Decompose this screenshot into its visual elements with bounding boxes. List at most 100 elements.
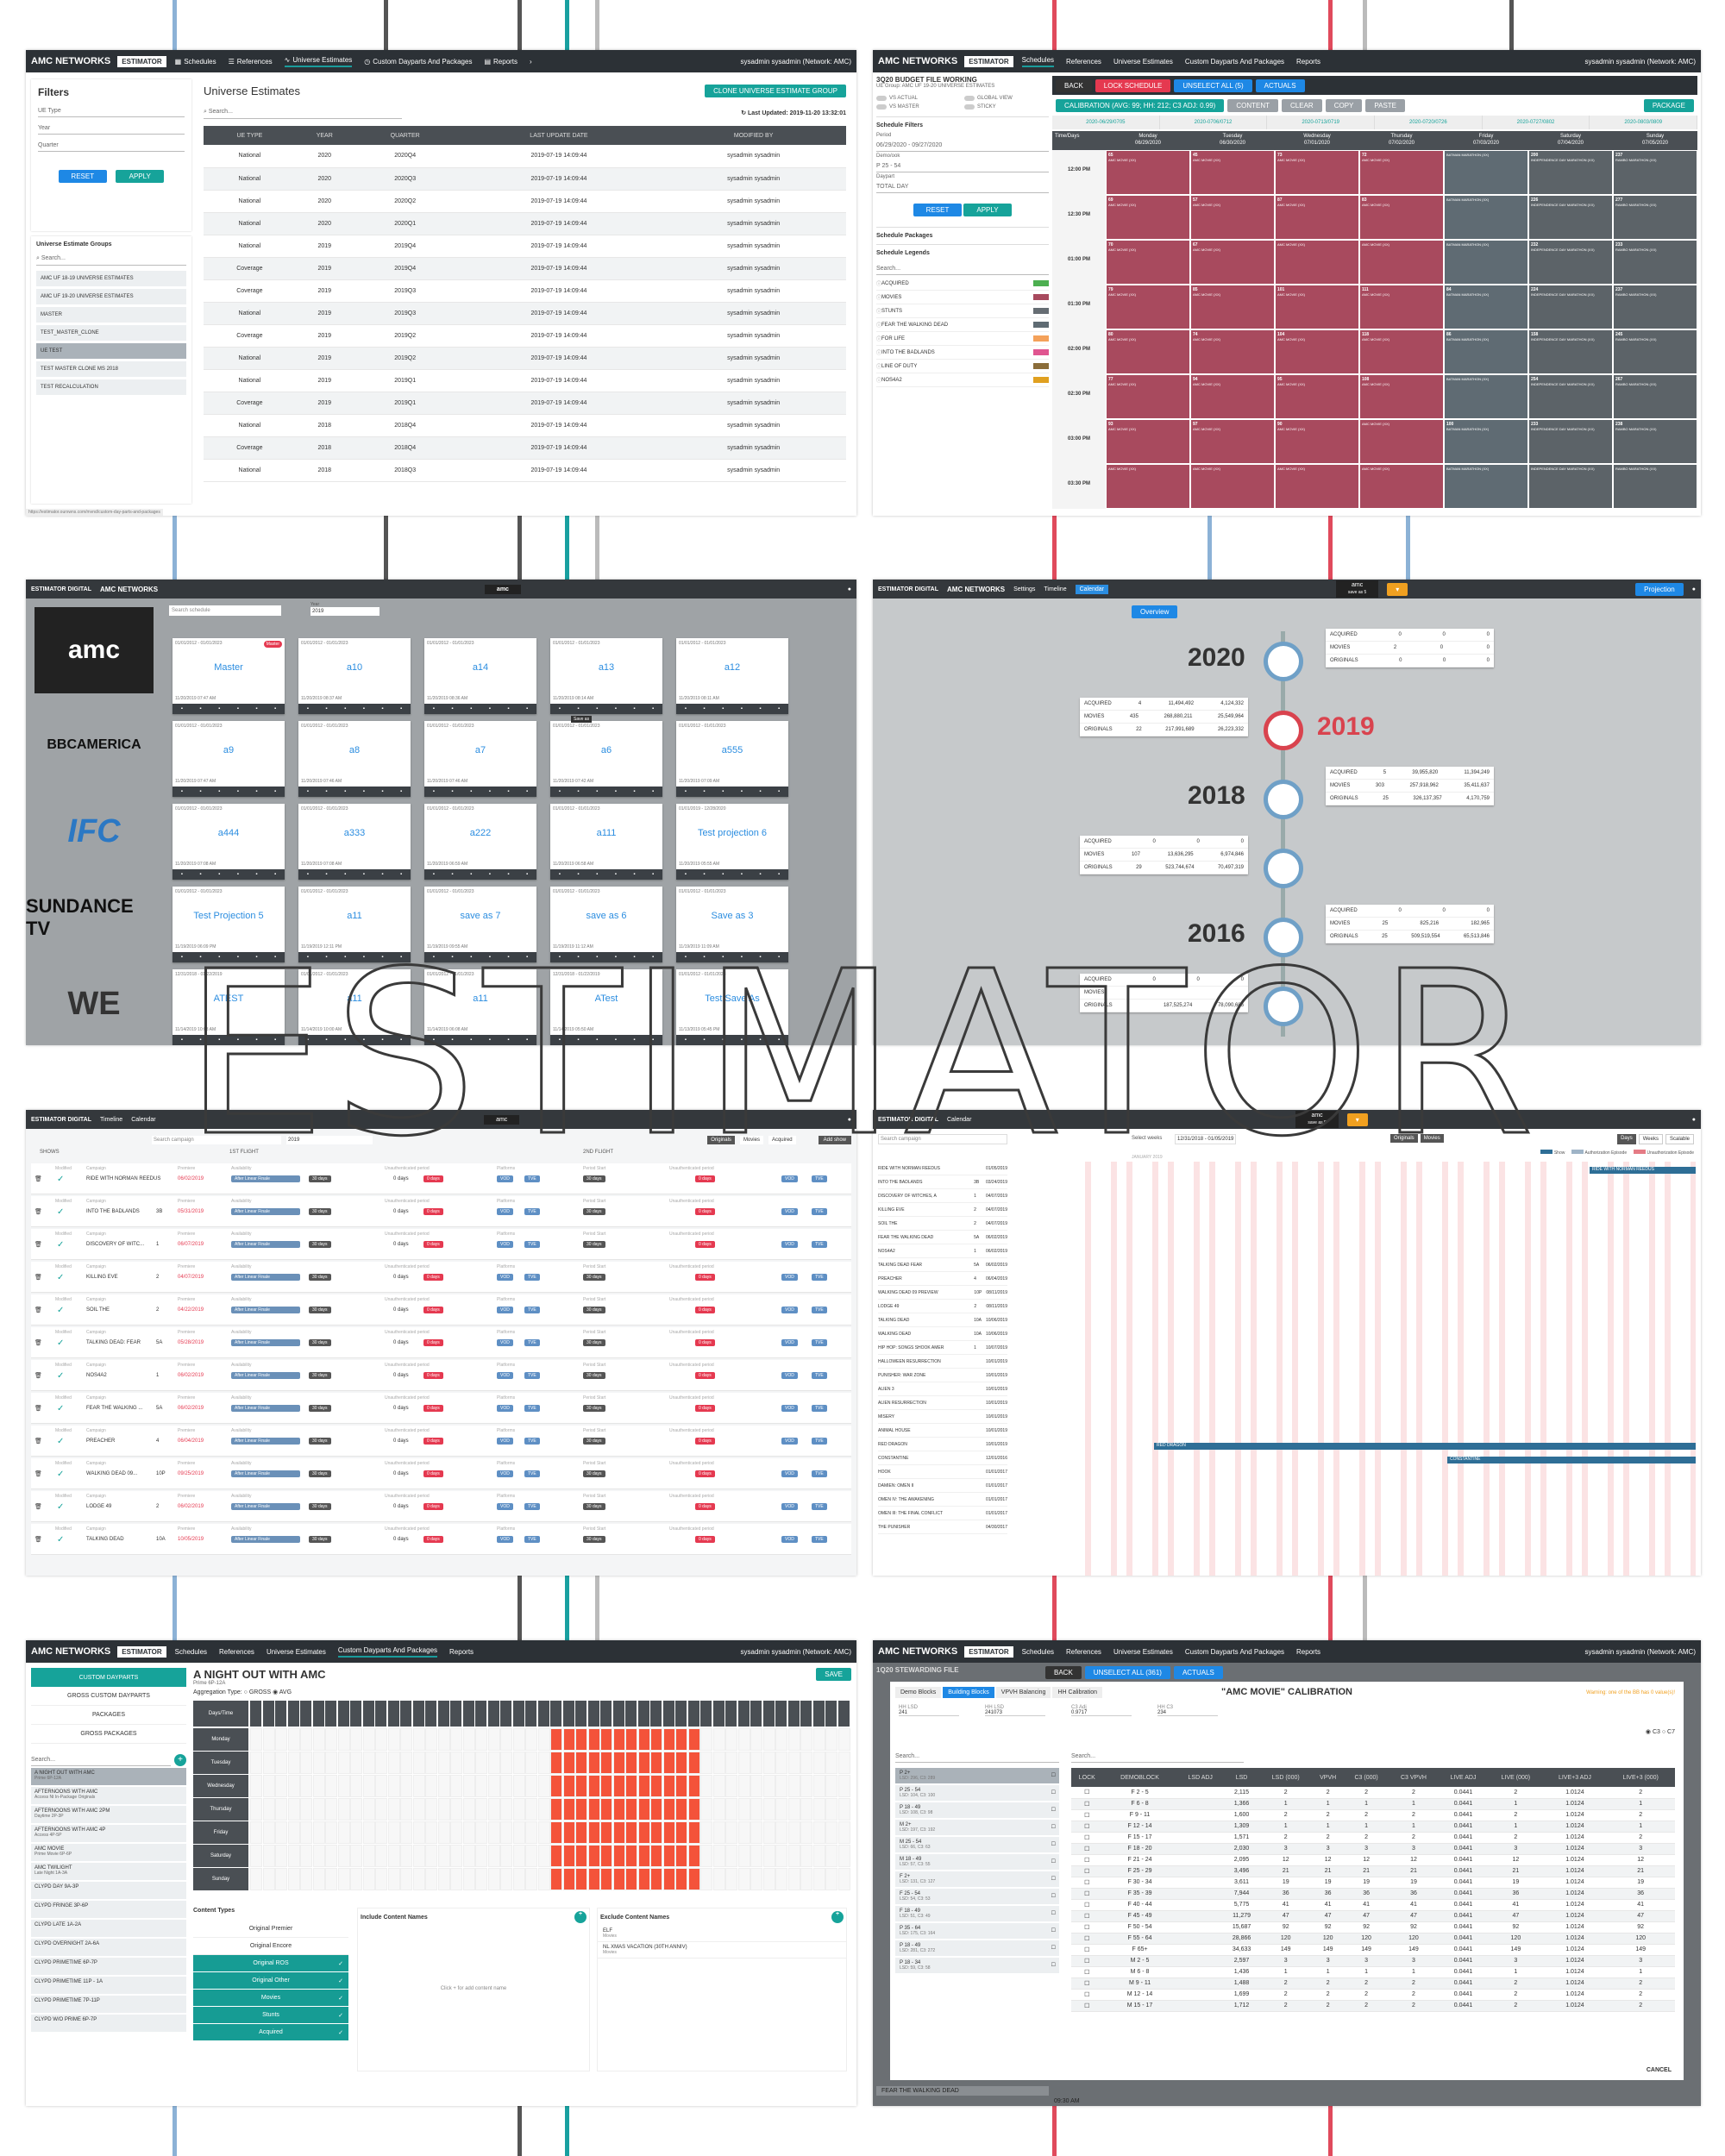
daypart-slot[interactable] — [675, 1752, 687, 1774]
campaign-row[interactable]: 🗑 ✓ Modified Campaign LODGE 49 2 Premiere 06/02… — [31, 1491, 851, 1522]
unauth-pill[interactable]: 0 days — [423, 1470, 443, 1477]
schedule-cell[interactable]: AMC MOVIE (XX) — [1359, 240, 1444, 285]
column-header[interactable]: UE TYPE — [204, 126, 296, 145]
daypart-slot[interactable] — [312, 1775, 325, 1797]
schedule-cell[interactable]: AMC MOVIE (XX) — [1190, 464, 1275, 509]
daypart-slot[interactable] — [775, 1821, 787, 1844]
checkbox-icon[interactable]: ☐ — [1051, 1877, 1056, 1882]
schedule-card[interactable]: 01/01/2012 - 01/01/2023 a7 11/20/2019 07:4… — [424, 721, 536, 797]
daypart-slot[interactable] — [400, 1868, 412, 1890]
daypart-slot[interactable] — [462, 1868, 475, 1890]
daypart-slot[interactable] — [425, 1752, 437, 1774]
timeline-node[interactable] — [1264, 711, 1303, 750]
content-type-item[interactable]: Original Premier — [193, 1921, 348, 1938]
days-pill[interactable]: 30 days — [309, 1208, 331, 1215]
daypart-slot[interactable] — [600, 1728, 612, 1751]
unauth-pill[interactable]: 0 days — [423, 1339, 443, 1346]
daypart-slot[interactable] — [387, 1728, 400, 1751]
daypart-slot[interactable] — [725, 1821, 737, 1844]
lock-checkbox[interactable]: ☐ — [1071, 1854, 1103, 1866]
clock-icon[interactable]: ▪ — [218, 706, 221, 711]
copy-icon[interactable]: ▪ — [614, 706, 617, 711]
table-row[interactable]: National 2020 2020Q4 2019-07-19 14:09:44 sys… — [204, 145, 846, 168]
gantt-row-label[interactable]: ALIEN 3 10/01/2019 — [878, 1382, 1007, 1396]
daypart-slot[interactable] — [500, 1845, 512, 1867]
daypart-slot[interactable] — [425, 1868, 437, 1890]
gantt-row-label[interactable]: DAMIEN: OMEN II 01/01/2017 — [878, 1479, 1007, 1493]
schedule-cell[interactable]: 277 RAMBO MARATHON (XX) — [1613, 195, 1697, 240]
daypart-slot[interactable] — [287, 1845, 300, 1867]
lock-checkbox[interactable]: ☐ — [1071, 1787, 1103, 1799]
daypart-slot[interactable] — [600, 1868, 612, 1890]
legend-item[interactable]: ⓘ STUNTS — [876, 304, 1049, 318]
daypart-slot[interactable] — [737, 1752, 750, 1774]
legend-item[interactable]: ⓘ FEAR THE WALKING DEAD — [876, 318, 1049, 332]
unselect-all-button[interactable]: UNSELECT ALL (5) — [1174, 78, 1252, 92]
daypart-list-item[interactable]: AMC TWILIGHT Late Night 1A-3A — [31, 1863, 186, 1880]
gantt-row-label[interactable]: THE PUNISHER 04/30/2017 — [878, 1520, 1007, 1534]
tve-pill[interactable]: TVE — [524, 1536, 540, 1543]
tve-pill[interactable]: TVE — [524, 1503, 540, 1510]
availability-select[interactable]: After Linear Finale — [231, 1307, 300, 1313]
daypart-slot[interactable] — [800, 1775, 812, 1797]
daypart-slot[interactable] — [600, 1821, 612, 1844]
unselect-all-button[interactable]: UNSELECT ALL (361) — [1084, 1666, 1170, 1679]
premiere-date[interactable]: 06/07/2019 — [178, 1242, 204, 1247]
daypart-slot[interactable] — [562, 1868, 575, 1890]
daypart-slot[interactable] — [362, 1752, 375, 1774]
trash-icon[interactable]: 🗑 — [34, 1209, 42, 1215]
daypart-slot[interactable] — [787, 1868, 800, 1890]
nav-reports[interactable]: ▤ Reports — [484, 57, 518, 66]
days-pill[interactable]: 30 days — [309, 1307, 331, 1313]
daypart-slot[interactable] — [750, 1752, 762, 1774]
save-icon[interactable]: ▪ — [180, 1037, 183, 1043]
copy-icon[interactable]: ▪ — [614, 955, 617, 960]
schedule-cell[interactable]: BATMAN MARATHON (XX) — [1444, 240, 1528, 285]
tve2-pill[interactable]: TVE — [812, 1372, 827, 1379]
dropdown-button[interactable]: ▾ — [1346, 1112, 1368, 1126]
daypart-slot[interactable] — [625, 1752, 637, 1774]
daypart-slot[interactable] — [412, 1728, 425, 1751]
daypart-slot[interactable] — [700, 1775, 712, 1797]
legend-item[interactable]: ⓘ FOR LIFE — [876, 332, 1049, 346]
clock-icon[interactable]: ▪ — [596, 1037, 599, 1043]
gantt-row-label[interactable]: ALIEN RESURRECTION 10/01/2019 — [878, 1396, 1007, 1410]
schedule-cell[interactable]: 73 AMC MOVIE (XX) — [1275, 150, 1359, 195]
tab-settings[interactable]: Settings — [1013, 586, 1036, 592]
schedule-cell[interactable]: 237 RAMBO MARATHON (XX) — [1613, 285, 1697, 329]
daypart-slot[interactable] — [262, 1868, 275, 1890]
save-icon[interactable]: ▪ — [306, 1037, 309, 1043]
daypart-slot[interactable] — [487, 1845, 500, 1867]
block-item[interactable]: F 25 - 54 LSD: 54, C3: 53 ☐ — [895, 1889, 1059, 1904]
daypart-slot[interactable] — [262, 1821, 275, 1844]
daypart-slot[interactable] — [800, 1798, 812, 1821]
content-type-item[interactable]: Original Other ✓ — [193, 1972, 348, 1990]
daypart-slot[interactable] — [712, 1868, 725, 1890]
daypart-slot[interactable] — [725, 1728, 737, 1751]
daypart-slot[interactable] — [262, 1752, 275, 1774]
gantt-row-label[interactable]: INTO THE BADLANDS 3B 03/24/2019 — [878, 1175, 1007, 1189]
period-pill[interactable]: 30 days — [583, 1438, 605, 1445]
clock-icon[interactable]: ▪ — [722, 789, 724, 794]
campaign-row[interactable]: 🗑 ✓ Modified Campaign SOIL THE 2 Premiere 04/22… — [31, 1294, 851, 1326]
daypart-slot[interactable] — [312, 1821, 325, 1844]
daypart-slot[interactable] — [512, 1752, 525, 1774]
schedule-cell[interactable]: 90 AMC MOVIE (XX) — [1275, 419, 1359, 464]
gantt-row-label[interactable]: NOS4A2 1 06/02/2019 — [878, 1244, 1007, 1258]
vod-pill[interactable]: VOD — [497, 1405, 513, 1412]
schedule-cell[interactable]: AMC MOVIE (XX) — [1275, 464, 1359, 509]
clock-icon[interactable]: ▪ — [470, 955, 473, 960]
daypart-slot[interactable] — [762, 1728, 775, 1751]
daypart-slot[interactable] — [300, 1821, 312, 1844]
delete-icon[interactable]: ▪ — [652, 789, 655, 794]
daypart-slot[interactable] — [750, 1775, 762, 1797]
daypart-slot[interactable] — [325, 1821, 337, 1844]
user-menu[interactable]: sysadmin sysadmin (Network: AMC) — [1584, 57, 1696, 66]
content-type-item[interactable]: Original Encore — [193, 1938, 348, 1955]
daypart-slot[interactable] — [825, 1728, 837, 1751]
schedule-cell[interactable]: BATMAN MARATHON (XX) — [1444, 374, 1528, 419]
lock-icon[interactable]: ▪ — [703, 1037, 706, 1043]
daypart-slot[interactable] — [275, 1775, 287, 1797]
vod-pill[interactable]: VOD — [497, 1438, 513, 1445]
timeline-node[interactable] — [1264, 987, 1303, 1026]
